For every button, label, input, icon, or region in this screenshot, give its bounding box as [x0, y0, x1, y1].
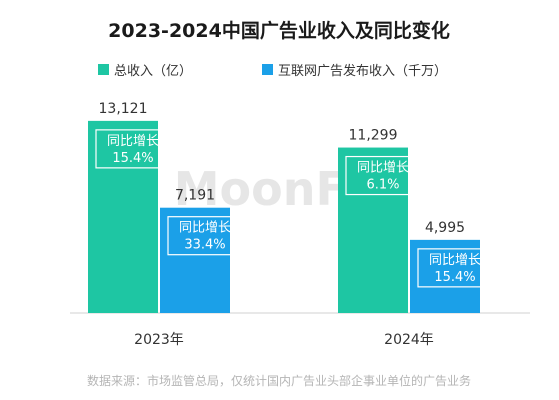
growth-value-internet-2: 15.4%: [434, 270, 475, 285]
growth-value-total-2: 6.1%: [366, 178, 399, 193]
bar-internet-2: [410, 239, 480, 313]
growth-label-internet-2: 同比增长: [429, 253, 481, 268]
growth-value-internet-1: 33.4%: [184, 238, 225, 253]
bar-internet-1: [160, 207, 230, 313]
growth-label-total-1: 同比增长: [107, 134, 159, 149]
growth-box-internet-2: [417, 248, 493, 288]
legend-label-internet: 互联网广告发布收入（千万）: [278, 63, 447, 79]
value-label-total-1: 13,121: [99, 101, 148, 117]
plot-area: 13,121 同比增长 15.4% 7,191 同比增长 33.4% 2023年 11,299…: [70, 101, 530, 348]
legend-label-total: 总收入（亿）: [114, 64, 192, 79]
growth-label-total-2: 同比增长: [357, 161, 409, 176]
legend: 总收入（亿） 互联网广告发布收入（千万）: [98, 63, 447, 79]
category-label-2: 2024年: [384, 332, 434, 348]
growth-box-total-2: [345, 155, 421, 196]
bar-total-1: [88, 120, 158, 314]
category-label-1: 2023年: [134, 332, 184, 348]
bar-total-2: [338, 147, 408, 313]
growth-box-total-1: [95, 129, 171, 169]
source-note: 数据来源：市场监管总局，仅统计国内广告业头部企事业单位的广告业务: [87, 373, 471, 388]
value-label-internet-2: 4,995: [425, 220, 465, 236]
legend-swatch-internet: [262, 64, 273, 75]
value-label-internet-1: 7,191: [175, 188, 215, 204]
growth-box-internet-1: [167, 216, 243, 256]
legend-swatch-total: [98, 64, 109, 75]
growth-label-internet-1: 同比增长: [179, 221, 231, 236]
value-label-total-2: 11,299: [349, 128, 398, 144]
growth-value-total-1: 15.4%: [112, 151, 153, 166]
chart-title: 2023-2024中国广告业收入及同比变化: [108, 19, 450, 42]
